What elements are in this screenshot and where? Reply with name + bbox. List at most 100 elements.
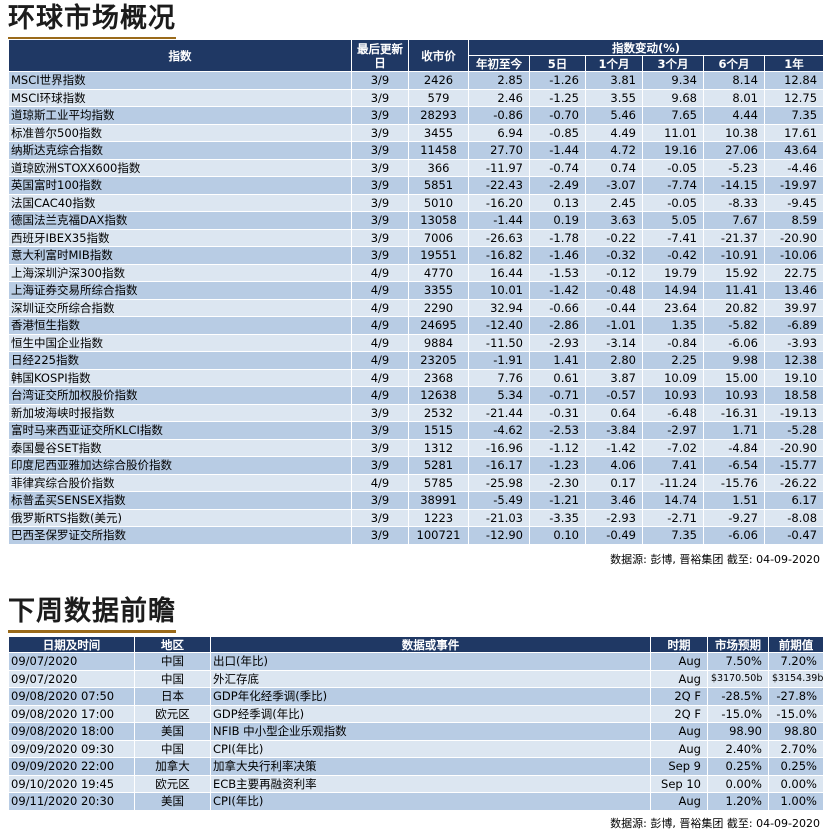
change-3m-cell: 14.94 <box>642 281 704 300</box>
updated-date-cell: 3/9 <box>351 141 409 160</box>
change-3m-cell: 5.05 <box>642 211 704 230</box>
period-cell: Aug <box>650 669 708 688</box>
change-5d-cell: -1.78 <box>529 228 586 247</box>
change-1m-cell: 0.74 <box>585 158 643 177</box>
change-6m-cell: 10.93 <box>703 386 765 405</box>
change-5d-cell: -2.49 <box>529 176 586 195</box>
previous-cell: 0.25% <box>768 757 824 776</box>
forecast-cell: 2.40% <box>707 739 769 758</box>
change-ytd-cell: 5.34 <box>468 386 530 405</box>
event-cell: 加拿大央行利率决策 <box>210 757 651 776</box>
table-row: 富时马来西亚证交所KLCI指数 3/9 1515 -4.62 -2.53 -3.84 -2.… <box>8 421 825 440</box>
close-price-cell: 5785 <box>408 473 469 492</box>
forecast-cell: 7.50% <box>707 652 769 671</box>
change-ytd-cell: 27.70 <box>468 141 530 160</box>
change-1m-cell: 2.45 <box>585 193 643 212</box>
header-datetime: 日期及时间 <box>8 636 135 653</box>
table-row: 法国CAC40指数 3/9 5010 -16.20 0.13 2.45 -0.05 -8.33… <box>8 193 825 212</box>
change-3m-cell: -0.05 <box>642 158 704 177</box>
header-period-ytd: 年初至今 <box>468 55 530 72</box>
change-3m-cell: 7.65 <box>642 106 704 125</box>
change-1y-cell: 43.64 <box>763 141 825 160</box>
close-price-cell: 4770 <box>408 263 469 282</box>
change-5d-cell: 0.61 <box>529 368 586 387</box>
close-price-cell: 366 <box>408 158 469 177</box>
index-name-cell: 上海证券交易所综合指数 <box>8 281 352 300</box>
updated-date-cell: 4/9 <box>351 351 409 370</box>
header-period: 时期 <box>650 636 708 653</box>
event-cell: ECB主要再融资利率 <box>210 774 651 793</box>
table-row: 09/10/2020 19:45 欧元区 ECB主要再融资利率 Sep 10 0.00%… <box>8 774 824 793</box>
region-cell: 美国 <box>134 722 211 741</box>
index-name-cell: 巴西圣保罗证交所指数 <box>8 526 352 545</box>
change-1y-cell: 22.75 <box>763 263 825 282</box>
change-1m-cell: 4.72 <box>585 141 643 160</box>
updated-date-cell: 4/9 <box>351 316 409 335</box>
change-5d-cell: -1.46 <box>529 246 586 265</box>
updated-date-cell: 4/9 <box>351 281 409 300</box>
close-price-cell: 9884 <box>408 333 469 352</box>
change-3m-cell: -11.24 <box>642 473 704 492</box>
table-row: 标普孟买SENSEX指数 3/9 38991 -5.49 -1.21 3.46 14.74 1… <box>8 491 825 510</box>
header-period-3m: 3个月 <box>642 55 704 72</box>
table-row: 韩国KOSPI指数 4/9 2368 7.76 0.61 3.87 10.09 15.00 19… <box>8 368 825 387</box>
change-1m-cell: -0.48 <box>585 281 643 300</box>
change-6m-cell: 27.06 <box>703 141 765 160</box>
close-price-cell: 12638 <box>408 386 469 405</box>
table-row: 道琼欧洲STOXX600指数 3/9 366 -11.97 -0.74 0.74 -0.05… <box>8 158 825 177</box>
change-1y-cell: -0.47 <box>763 526 825 545</box>
table-row: 09/08/2020 18:00 美国 NFIB 中小型企业乐观指数 Aug 98.90… <box>8 722 824 741</box>
change-ytd-cell: 6.94 <box>468 123 530 142</box>
change-5d-cell: -0.66 <box>529 298 586 317</box>
table-row: 09/09/2020 22:00 加拿大 加拿大央行利率决策 Sep 9 0.25% 0.… <box>8 757 824 776</box>
close-price-cell: 579 <box>408 88 469 107</box>
table-row: 上海深圳沪深300指数 4/9 4770 16.44 -1.53 -0.12 19.79 15… <box>8 263 825 282</box>
next-week-title-text: 下周数据前瞻 <box>8 596 176 627</box>
close-price-cell: 1223 <box>408 508 469 527</box>
change-1m-cell: 3.46 <box>585 491 643 510</box>
index-name-cell: 印度尼西亚雅加达综合股价指数 <box>8 456 352 475</box>
close-price-cell: 2290 <box>408 298 469 317</box>
table-row: 台湾证交所加权股价指数 4/9 12638 5.34 -0.71 -0.57 10.93 10… <box>8 386 825 405</box>
updated-date-cell: 3/9 <box>351 403 409 422</box>
header-period-6m: 6个月 <box>703 55 765 72</box>
period-cell: Aug <box>650 739 708 758</box>
change-1m-cell: -0.12 <box>585 263 643 282</box>
change-1y-cell: 19.10 <box>763 368 825 387</box>
datetime-cell: 09/10/2020 19:45 <box>8 774 135 793</box>
index-name-cell: 泰国曼谷SET指数 <box>8 438 352 457</box>
previous-cell: -15.0% <box>768 704 824 723</box>
updated-date-cell: 3/9 <box>351 228 409 247</box>
close-price-cell: 2532 <box>408 403 469 422</box>
table-row: MSCI环球指数 3/9 579 2.46 -1.25 3.55 9.68 8.01 12.75 <box>8 88 825 107</box>
table-row: 巴西圣保罗证交所指数 3/9 100721 -12.90 0.10 -0.49 7.35 -6… <box>8 526 825 545</box>
index-name-cell: 西班牙IBEX35指数 <box>8 228 352 247</box>
forecast-cell: 0.00% <box>707 774 769 793</box>
forecast-cell: 0.25% <box>707 757 769 776</box>
header-period-5d: 5日 <box>529 55 586 72</box>
change-ytd-cell: 16.44 <box>468 263 530 282</box>
change-1y-cell: -19.13 <box>763 403 825 422</box>
previous-cell: $3154.39b <box>768 669 824 688</box>
change-6m-cell: 1.51 <box>703 491 765 510</box>
table-row: 道琼斯工业平均指数 3/9 28293 -0.86 -0.70 5.46 7.65 4.44 7… <box>8 106 825 125</box>
change-6m-cell: 15.00 <box>703 368 765 387</box>
change-ytd-cell: -4.62 <box>468 421 530 440</box>
close-price-cell: 1515 <box>408 421 469 440</box>
change-3m-cell: -2.71 <box>642 508 704 527</box>
change-1y-cell: 13.46 <box>763 281 825 300</box>
index-name-cell: 菲律宾综合股价指数 <box>8 473 352 492</box>
change-6m-cell: 1.71 <box>703 421 765 440</box>
change-3m-cell: 10.09 <box>642 368 704 387</box>
region-cell: 欧元区 <box>134 704 211 723</box>
change-3m-cell: -2.97 <box>642 421 704 440</box>
header-previous: 前期值 <box>768 636 824 653</box>
change-1m-cell: -3.07 <box>585 176 643 195</box>
region-cell: 中国 <box>134 739 211 758</box>
close-price-cell: 5010 <box>408 193 469 212</box>
change-ytd-cell: -26.63 <box>468 228 530 247</box>
table-row: 恒生中国企业指数 4/9 9884 -11.50 -2.93 -3.14 -0.84 -6.0… <box>8 333 825 352</box>
updated-date-cell: 3/9 <box>351 526 409 545</box>
change-6m-cell: -6.54 <box>703 456 765 475</box>
period-cell: 2Q F <box>650 687 708 706</box>
